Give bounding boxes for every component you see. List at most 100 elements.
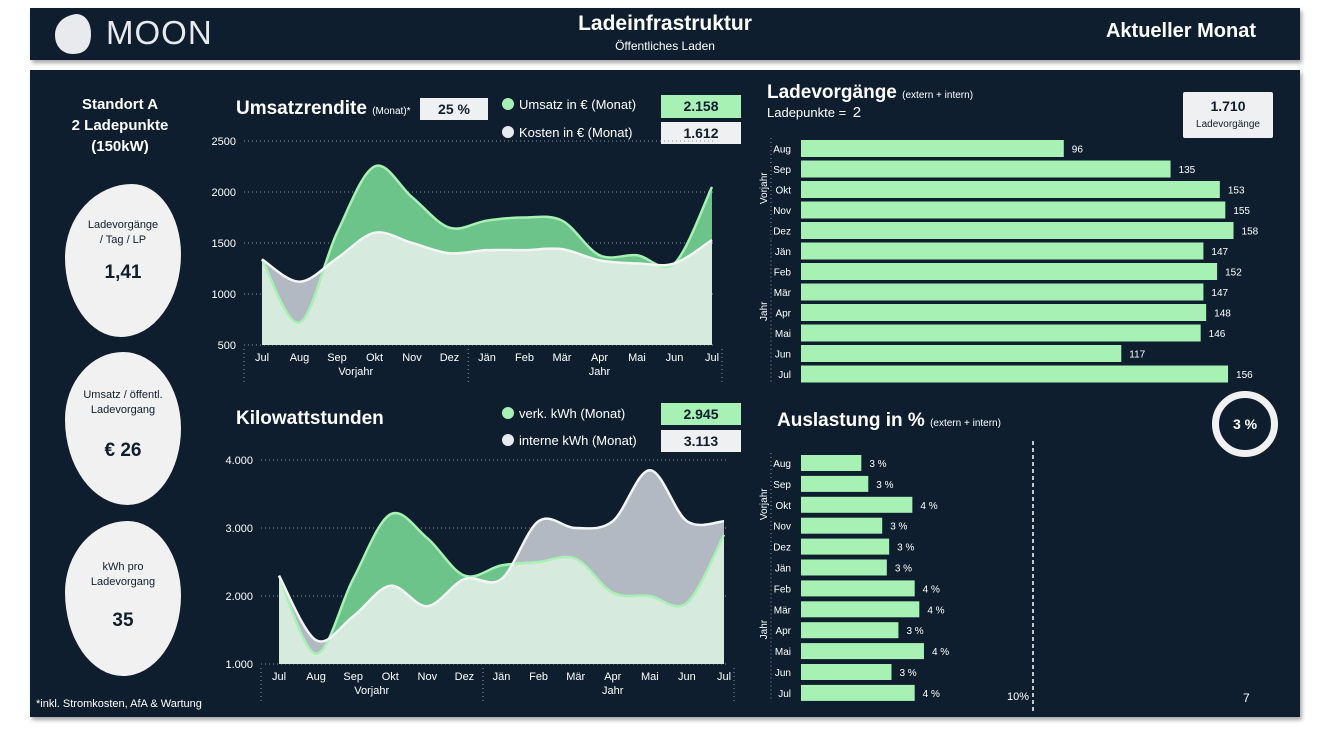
auslastung-category-label: Nov bbox=[773, 522, 791, 533]
green-dot-icon bbox=[502, 98, 514, 110]
umsatz-ytick-label: 1500 bbox=[212, 238, 236, 250]
kwh-xtick-label: Mai bbox=[641, 671, 659, 683]
kwh-ytick-label: 3.000 bbox=[225, 523, 253, 535]
ladevorgaenge-bar bbox=[801, 324, 1201, 342]
auslastung-bar bbox=[801, 643, 924, 660]
kpi-kwh-card: kWh pro Ladevorgang 35 bbox=[65, 521, 181, 676]
umsatz-xtick-label: Feb bbox=[515, 352, 534, 364]
ladevorgaenge-value-label: 153 bbox=[1228, 186, 1245, 197]
rendite-value-box: 25 % bbox=[420, 98, 488, 120]
kosten-value-box: 1.612 bbox=[661, 122, 741, 144]
umsatz-xtick-label: Jun bbox=[666, 352, 684, 364]
ladevorgaenge-value-label: 96 bbox=[1072, 145, 1084, 156]
auslastung-value-label: 4 % bbox=[923, 584, 940, 595]
umsatz-legend-item: Umsatz in € (Monat) bbox=[502, 97, 636, 112]
umsatz-xtick-label: Jän bbox=[478, 352, 496, 364]
ladevorgaenge-bar bbox=[801, 140, 1064, 157]
ladevorgaenge-bar bbox=[801, 365, 1229, 383]
kwh-ytick-label: 2.000 bbox=[225, 591, 253, 603]
auslastung-category-label: Apr bbox=[775, 626, 791, 637]
page-subtitle: Öffentliches Laden bbox=[615, 39, 715, 53]
ladepunkte-value: 2 bbox=[852, 104, 862, 121]
brand-name: MOON bbox=[106, 14, 213, 51]
moon-logo-icon bbox=[55, 14, 91, 54]
ladevorgaenge-category-label: Jul bbox=[778, 370, 791, 381]
kwh-title: Kilowattstunden bbox=[236, 408, 384, 429]
umsatz-xtick-label: Sep bbox=[327, 352, 347, 364]
kwh-xtick-label: Feb bbox=[529, 671, 548, 683]
umsatz-xtick-label: Okt bbox=[366, 352, 383, 364]
umsatz-title-note: (Monat)* bbox=[372, 106, 411, 117]
umsatz-ytick-label: 2000 bbox=[212, 187, 236, 199]
legend-label: Kosten in € (Monat) bbox=[519, 125, 633, 140]
ladevorgaenge-group-label: Vorjahr bbox=[759, 172, 770, 204]
footnote: *inkl. Stromkosten, AfA & Wartung bbox=[36, 698, 202, 710]
auslastung-reference-label: 10% bbox=[1007, 691, 1029, 703]
interne-kwh-legend-item: interne kWh (Monat) bbox=[502, 433, 637, 448]
umsatz-ytick-label: 1000 bbox=[212, 289, 236, 301]
umsatz-xtick-label: Mär bbox=[553, 352, 572, 364]
page-number: 7 bbox=[1243, 691, 1250, 705]
ladevorgaenge-bar bbox=[801, 222, 1234, 239]
kpi-label: Ladevorgänge bbox=[87, 219, 159, 231]
location-name: Standort A bbox=[81, 96, 159, 113]
ladevorgaenge-value-label: 155 bbox=[1233, 206, 1250, 217]
kwh-xtick-label: Apr bbox=[604, 671, 621, 683]
auslastung-bar bbox=[801, 601, 920, 618]
green-dot-icon bbox=[502, 407, 514, 419]
auslastung-bar bbox=[801, 622, 899, 639]
ladevorgaenge-category-label: Okt bbox=[775, 186, 791, 197]
kpi-label: kWh pro bbox=[102, 561, 144, 573]
period-label: Aktueller Monat bbox=[1105, 20, 1256, 42]
umsatz-xtick-label: Mai bbox=[628, 352, 646, 364]
kpi-label: / Tag / LP bbox=[99, 234, 147, 246]
umsatz-value-box: 2.158 bbox=[661, 95, 741, 118]
legend-label: interne kWh (Monat) bbox=[519, 433, 637, 448]
auslastung-category-label: Sep bbox=[773, 480, 791, 491]
ladevorgaenge-category-label: Jän bbox=[775, 247, 791, 258]
ladevorgaenge-title-note: (extern + intern) bbox=[902, 90, 974, 101]
kpi-label: Ladevorgang bbox=[90, 404, 156, 416]
umsatz-area-light bbox=[262, 232, 712, 345]
kwh-xtick-label: Jun bbox=[678, 671, 696, 683]
verk-kwh-legend-item: verk. kWh (Monat) bbox=[502, 406, 625, 421]
auslastung-value-label: 3 % bbox=[890, 522, 907, 533]
ladevorgaenge-category-label: Apr bbox=[775, 309, 791, 320]
auslastung-title-text: Auslastung in % bbox=[777, 410, 925, 431]
auslastung-bar bbox=[801, 580, 915, 597]
location-info: Standort A 2 Ladepunkte (150kW) bbox=[50, 94, 190, 157]
ladevorgaenge-category-label: Aug bbox=[773, 145, 791, 156]
auslastung-category-label: Jun bbox=[775, 668, 791, 679]
auslastung-category-label: Aug bbox=[773, 459, 791, 470]
white-dot-icon bbox=[502, 126, 514, 138]
ladevorgaenge-title-text: Ladevorgänge bbox=[767, 82, 897, 103]
umsatz-line-white bbox=[261, 231, 713, 284]
kwh-xtick-label: Jul bbox=[717, 671, 731, 683]
kwh-ytick-label: 4.000 bbox=[225, 455, 253, 467]
auslastung-group-label: Jahr bbox=[759, 619, 770, 639]
auslastung-category-label: Dez bbox=[773, 543, 791, 554]
ladevorgaenge-bar bbox=[801, 160, 1171, 178]
kosten-legend-item: Kosten in € (Monat) bbox=[502, 125, 632, 140]
ladevorgaenge-bar bbox=[801, 201, 1226, 219]
umsatz-xtick-label: Dez bbox=[440, 352, 460, 364]
auslastung-group-label: Vorjahr bbox=[759, 488, 770, 520]
auslastung-category-label: Mär bbox=[774, 605, 792, 616]
ladevorgaenge-category-label: Mai bbox=[775, 329, 791, 340]
umsatz-xtick-label: Aug bbox=[290, 352, 310, 364]
umsatz-xtick-label: Nov bbox=[402, 352, 422, 364]
ladevorgaenge-value-label: 135 bbox=[1179, 165, 1196, 176]
interne-kwh-value-box: 3.113 bbox=[661, 430, 741, 452]
ladevorgaenge-category-label: Feb bbox=[774, 268, 792, 279]
umsatz-line-green bbox=[260, 164, 714, 324]
ladevorgaenge-category-label: Nov bbox=[773, 206, 791, 217]
auslastung-bar bbox=[801, 455, 862, 471]
kwh-line-white bbox=[277, 468, 725, 643]
auslastung-value-label: 3 % bbox=[869, 459, 886, 470]
auslastung-value-label: 4 % bbox=[923, 689, 940, 700]
auslastung-value-label: 3 % bbox=[876, 480, 893, 491]
kwh-xtick-label: Sep bbox=[343, 671, 363, 683]
auslastung-category-label: Mai bbox=[775, 647, 791, 658]
ladevorgaenge-bar bbox=[801, 283, 1204, 301]
kpi-ladevorgaenge-card: Ladevorgänge / Tag / LP 1,41 bbox=[65, 184, 181, 337]
